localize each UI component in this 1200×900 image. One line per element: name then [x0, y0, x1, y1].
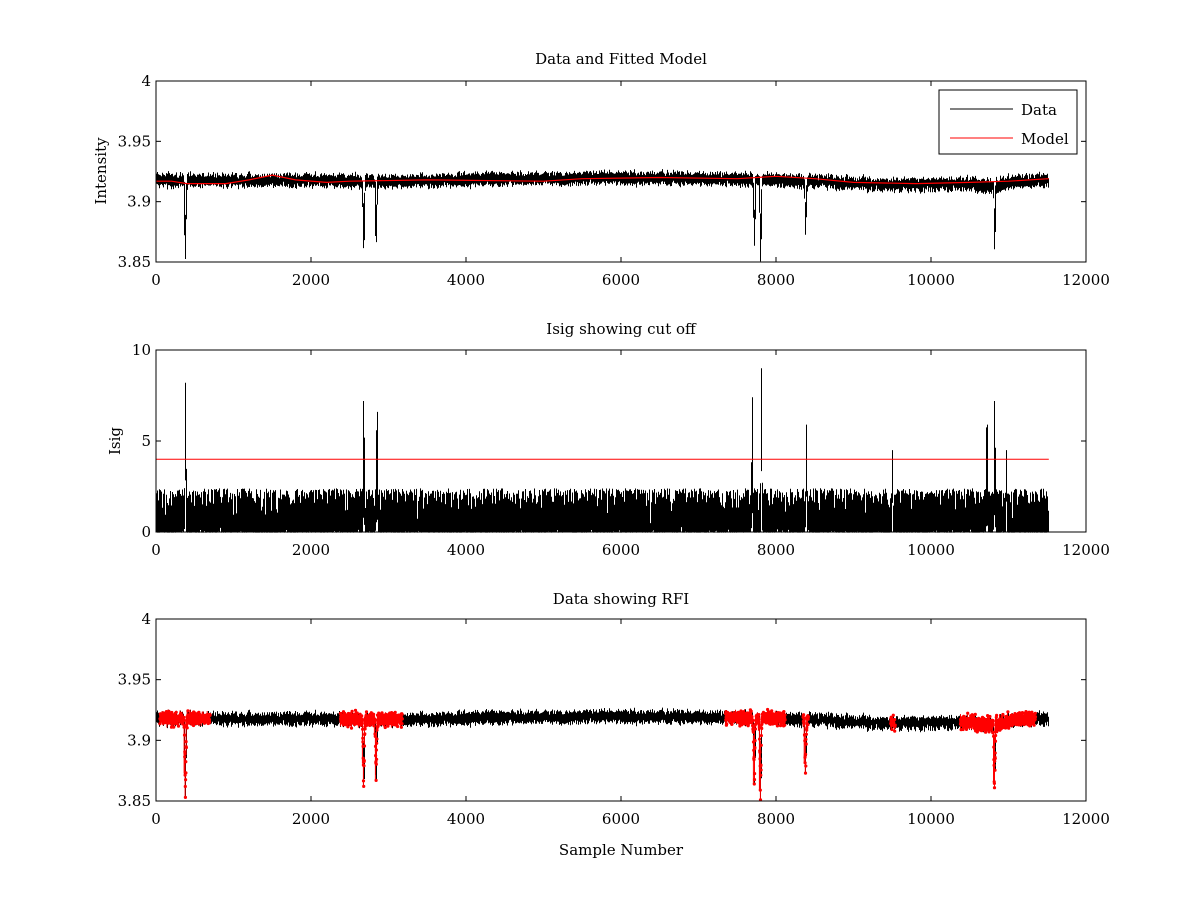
x-tick-label: 2000 [292, 271, 330, 289]
x-tick-label: 2000 [292, 810, 330, 828]
panel-3-plot-area [156, 707, 1049, 802]
panel-1-ticks: 0 2000 4000 6000 8000 10000 12000 3.85 3.9 3.95 4 [118, 72, 1110, 289]
panel-2-ylabel: Isig [106, 427, 124, 455]
y-tick-label: 3.9 [127, 731, 151, 749]
x-tick-label: 6000 [602, 810, 640, 828]
panel-rfi: Data showing RFI 0 2000 4000 6000 8000 10000 1… [118, 590, 1110, 859]
y-tick-label: 3.9 [127, 193, 151, 211]
x-tick-label: 6000 [602, 271, 640, 289]
x-tick-label: 0 [151, 271, 161, 289]
model-series-line [156, 174, 1049, 185]
x-tick-label: 12000 [1062, 541, 1110, 559]
x-tick-label: 10000 [907, 271, 955, 289]
panel-data-and-model: Data and Fitted Model Intensity 0 2000 400… [92, 50, 1110, 289]
y-tick-label: 5 [141, 432, 151, 450]
x-tick-label: 12000 [1062, 271, 1110, 289]
y-tick-label: 3.85 [118, 792, 151, 810]
panel-3-xlabel: Sample Number [559, 841, 684, 859]
panel-1-ylabel: Intensity [92, 137, 110, 205]
legend-entry-data: Data [1021, 101, 1057, 119]
rfi-flagged-region [158, 709, 212, 799]
legend-box [938, 89, 1078, 155]
rfi-line [339, 710, 402, 787]
panel-3-title: Data showing RFI [553, 590, 689, 608]
y-tick-label: 3.85 [118, 253, 151, 271]
x-tick-label: 4000 [447, 810, 485, 828]
legend: Data Model [938, 89, 1078, 155]
x-tick-label: 10000 [907, 541, 955, 559]
rfi-flagged-region [338, 708, 404, 788]
x-tick-label: 8000 [757, 810, 795, 828]
x-tick-label: 8000 [757, 271, 795, 289]
rfi-flagged-region [958, 710, 1038, 790]
rfi-line [802, 714, 808, 774]
rfi-flagged-region [724, 707, 787, 802]
y-tick-label: 3.95 [118, 671, 151, 689]
rfi-line [725, 709, 785, 800]
y-tick-label: 3.95 [118, 132, 151, 150]
x-tick-label: 8000 [757, 541, 795, 559]
x-tick-label: 12000 [1062, 810, 1110, 828]
y-tick-label: 10 [132, 341, 151, 359]
panel-2-title: Isig showing cut off [546, 320, 697, 338]
y-tick-label: 4 [141, 610, 151, 628]
x-tick-label: 4000 [447, 541, 485, 559]
legend-entry-model: Model [1021, 130, 1069, 148]
y-tick-label: 4 [141, 72, 151, 90]
rfi-line [960, 711, 1036, 788]
rfi-flagged-region [801, 713, 811, 775]
panel-1-title: Data and Fitted Model [535, 50, 707, 68]
x-tick-label: 2000 [292, 541, 330, 559]
panel-2-plot-area [156, 368, 1049, 533]
panel-isig: Isig showing cut off Isig 0 2000 4000 6000 8… [106, 320, 1110, 559]
rfi-line [890, 715, 895, 732]
panel-3-ticks: 0 2000 4000 6000 8000 10000 12000 3.85 3.9 3.95 4 [118, 610, 1110, 828]
x-tick-label: 0 [151, 810, 161, 828]
x-tick-label: 0 [151, 541, 161, 559]
x-tick-label: 10000 [907, 810, 955, 828]
x-tick-label: 6000 [602, 541, 640, 559]
rfi-flagged-region [889, 713, 897, 733]
panel-2-ticks: 0 2000 4000 6000 8000 10000 12000 0 5 10 [132, 341, 1110, 559]
y-tick-label: 0 [141, 523, 151, 541]
x-tick-label: 4000 [447, 271, 485, 289]
rfi-line [159, 709, 210, 798]
